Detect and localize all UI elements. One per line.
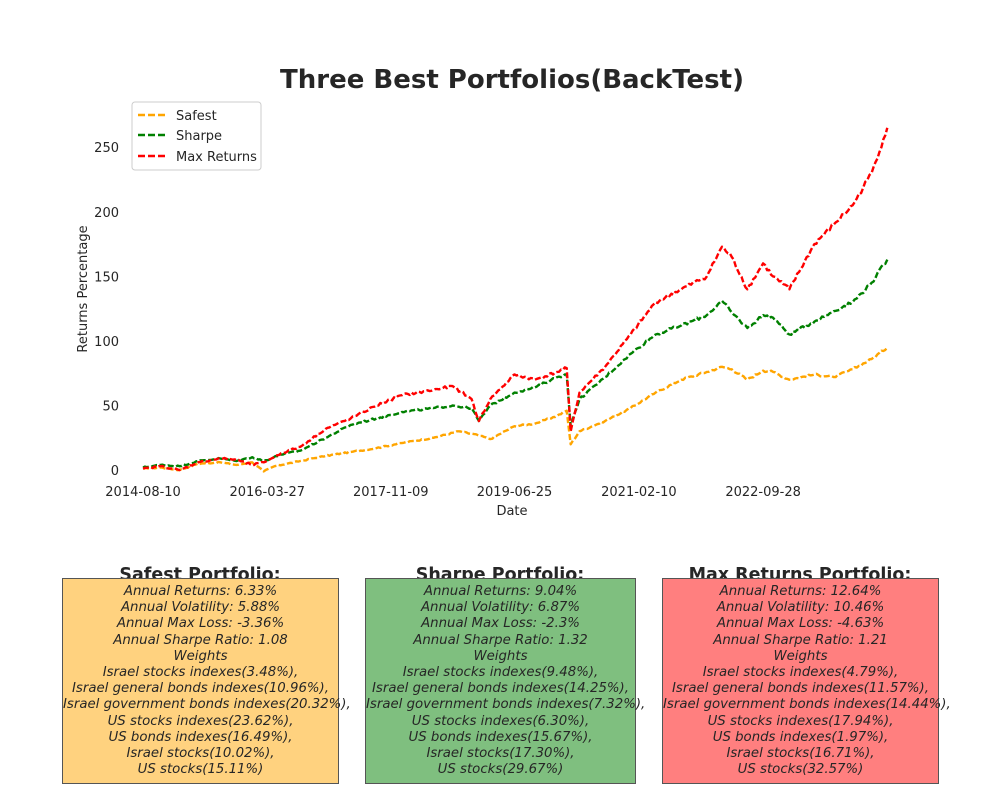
x-tick-label: 2017-11-09 <box>353 485 429 500</box>
portfolio-stat-line: Israel general bonds indexes(11.57%), <box>672 681 929 697</box>
series-line-max-returns <box>142 127 889 472</box>
portfolio-stat-line: Annual Max Loss: -2.3% <box>421 616 580 632</box>
y-axis-label: Returns Percentage <box>76 225 91 352</box>
series-line-safest <box>142 346 889 473</box>
x-axis-ticks: 2014-08-10 2016-03-27 2017-11-09 2019-06-25… <box>105 485 801 500</box>
portfolio-stat-line: Annual Max Loss: -4.63% <box>716 616 885 632</box>
x-tick-label: 2021-02-10 <box>601 485 677 500</box>
y-axis-ticks: 0 50 100 150 200 250 <box>94 141 119 479</box>
portfolio-stat-line: Annual Returns: 12.64% <box>719 584 882 599</box>
portfolio-stat-line: Israel stocks(10.02%), <box>126 746 275 762</box>
portfolio-stat-line: US stocks indexes(6.30%), <box>411 713 590 729</box>
series-line-sharpe <box>142 259 889 469</box>
portfolio-stat-line: Annual Sharpe Ratio: 1.21 <box>713 632 888 648</box>
portfolio-stat-line: Israel government bonds indexes(7.32%), <box>366 697 646 713</box>
y-tick-label: 250 <box>94 141 119 156</box>
safest-portfolio-box: Annual Returns: 6.33% Annual Volatility: … <box>62 578 351 784</box>
portfolio-stat-line: Annual Sharpe Ratio: 1.08 <box>113 632 288 648</box>
portfolio-stat-line: US stocks(15.11%) <box>137 762 264 778</box>
chart-title: Three Best Portfolios(BackTest) <box>280 65 744 95</box>
legend-label-max-returns: Max Returns <box>176 150 257 165</box>
portfolio-stat-line: Israel stocks(17.30%), <box>426 746 575 762</box>
x-tick-label: 2016-03-27 <box>229 485 305 500</box>
max-returns-portfolio-box: Annual Returns: 12.64% Annual Volatility:… <box>662 578 951 784</box>
portfolio-stat-line: Israel general bonds indexes(14.25%), <box>372 681 629 697</box>
portfolio-stat-line: US bonds indexes(1.97%), <box>712 729 889 745</box>
legend-box <box>131 101 262 171</box>
portfolio-stat-line: Israel stocks indexes(3.48%), <box>102 665 299 681</box>
portfolio-stat-line: US bonds indexes(16.49%), <box>108 729 293 745</box>
portfolio-stat-line: Annual Returns: 9.04% <box>423 584 578 599</box>
portfolio-stat-line: Israel general bonds indexes(10.96%), <box>72 681 329 697</box>
portfolio-stat-line: US stocks indexes(17.94%), <box>707 713 894 729</box>
y-tick-label: 100 <box>94 335 119 350</box>
y-tick-label: 200 <box>94 206 119 221</box>
portfolio-stat-line: Annual Volatility: 5.88% <box>120 600 281 616</box>
weights-heading: Weights <box>173 648 228 664</box>
portfolio-stat-line: Israel stocks indexes(9.48%), <box>402 665 599 681</box>
portfolio-stat-line: Israel government bonds indexes(14.44%), <box>663 697 951 713</box>
portfolio-stat-line: Israel stocks indexes(4.79%), <box>702 665 899 681</box>
legend-label-sharpe: Sharpe <box>176 129 222 144</box>
portfolio-stat-line: Israel government bonds indexes(20.32%), <box>63 697 351 713</box>
portfolio-stat-line: Annual Volatility: 10.46% <box>716 600 885 616</box>
portfolio-stat-line: US stocks indexes(23.62%), <box>107 713 294 729</box>
portfolio-stat-line: US stocks(29.67%) <box>437 762 564 778</box>
portfolio-stat-line: Annual Sharpe Ratio: 1.32 <box>413 632 588 648</box>
x-tick-label: 2019-06-25 <box>477 485 553 500</box>
portfolio-stat-line: US bonds indexes(15.67%), <box>408 729 593 745</box>
portfolio-stat-line: Annual Returns: 6.33% <box>123 584 278 599</box>
y-tick-label: 50 <box>102 400 119 415</box>
series-lines <box>142 127 889 473</box>
y-tick-label: 0 <box>111 464 119 479</box>
x-axis-label: Date <box>496 504 527 519</box>
weights-heading: Weights <box>773 648 828 664</box>
portfolio-stat-line: Israel stocks(16.71%), <box>726 746 875 762</box>
sharpe-portfolio-box: Annual Returns: 9.04% Annual Volatility: … <box>365 578 646 784</box>
x-tick-label: 2014-08-10 <box>105 485 181 500</box>
backtest-line-chart: Three Best Portfolios(BackTest) 0 50 100 15… <box>76 65 889 519</box>
portfolio-stat-line: US stocks(32.57%) <box>737 762 864 778</box>
weights-heading: Weights <box>473 648 528 664</box>
portfolio-stat-line: Annual Volatility: 6.87% <box>420 600 581 616</box>
portfolio-stat-line: Annual Max Loss: -3.36% <box>116 616 285 632</box>
legend-label-safest: Safest <box>176 109 217 124</box>
x-tick-label: 2022-09-28 <box>725 485 801 500</box>
legend: Safest Sharpe Max Returns <box>131 101 262 171</box>
y-tick-label: 150 <box>94 270 119 285</box>
